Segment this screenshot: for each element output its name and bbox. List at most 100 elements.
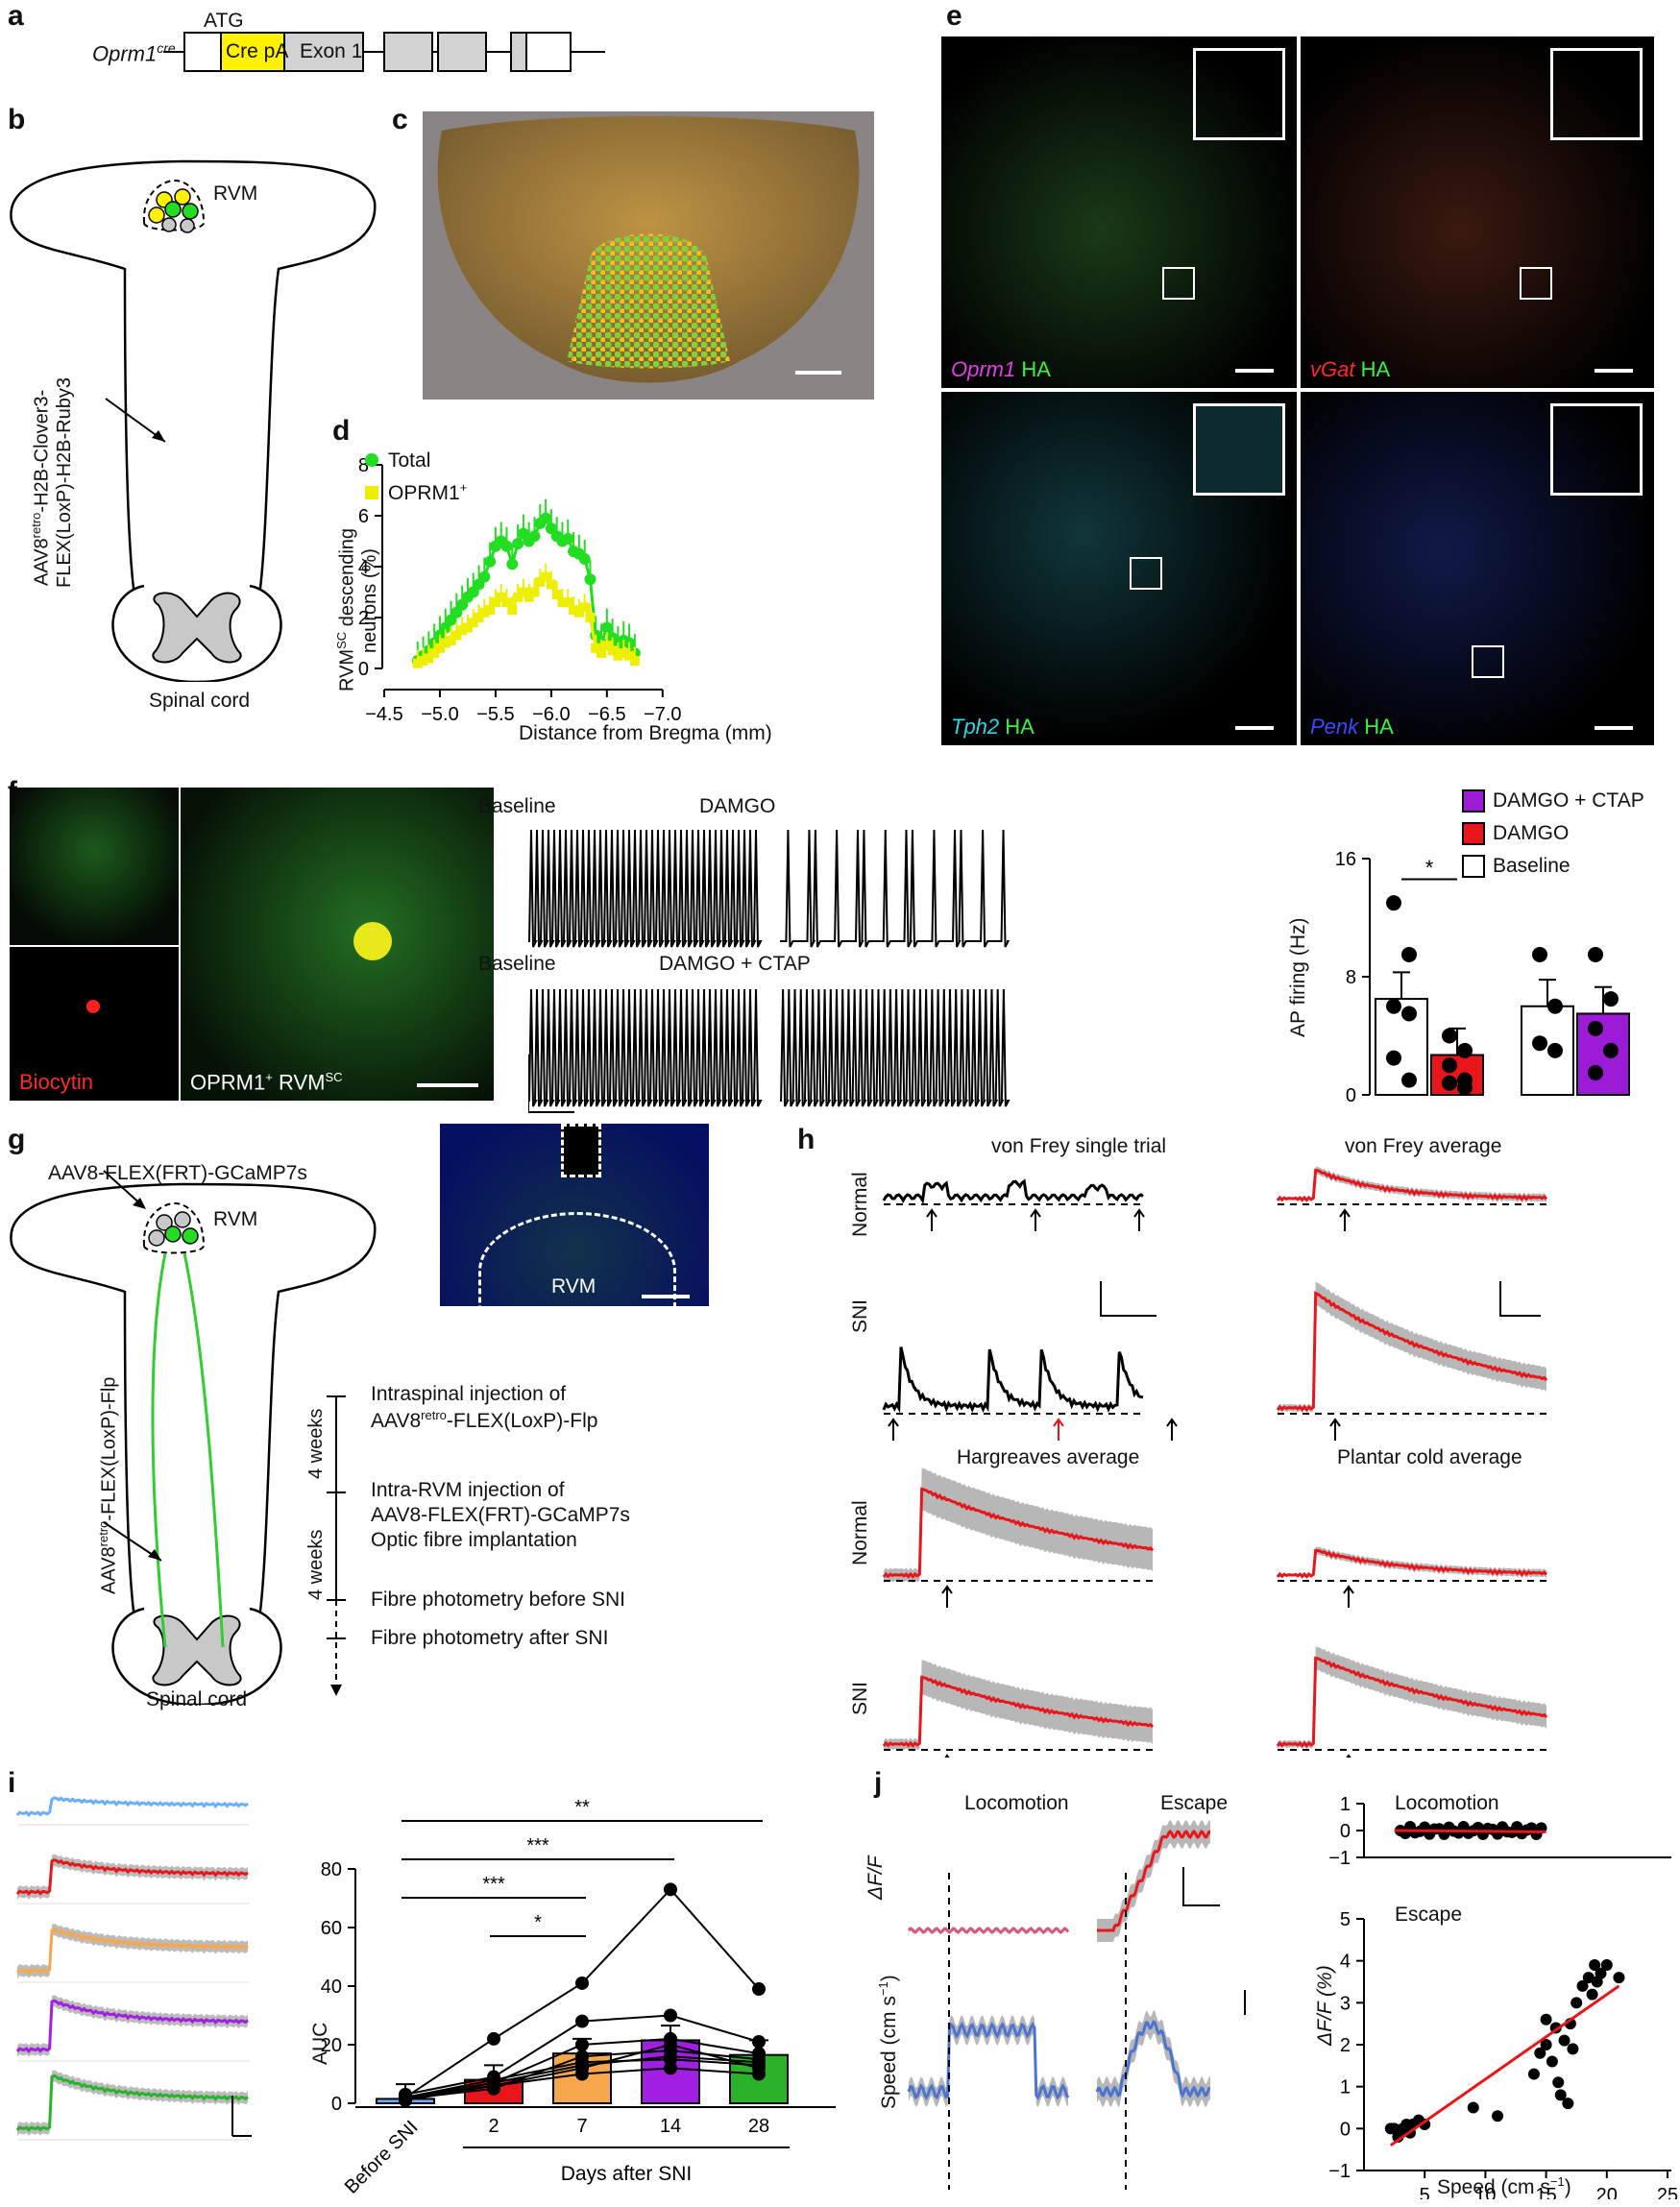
- h-vf-single-normal: [882, 1178, 1144, 1205]
- data-point: [518, 587, 528, 597]
- x-tick-label: 5: [1420, 2185, 1430, 2199]
- inset-vgat: [1550, 48, 1643, 140]
- h-hg-avg-normal: [882, 1487, 1155, 1579]
- trace-baseline-2: [528, 988, 763, 1107]
- j-escape-speed-sem: [1097, 2010, 1210, 2107]
- stimulus-arrow: [1343, 1585, 1354, 1608]
- chart-d-xlabel: Distance from Bregma (mm): [519, 722, 772, 744]
- stimulus-arrow: [1030, 1208, 1041, 1231]
- escape-point: [1558, 2034, 1570, 2047]
- subject-point: [399, 2090, 412, 2104]
- rvm-fibre-image: RVM: [440, 1124, 709, 1306]
- escape-point: [1552, 2076, 1565, 2089]
- y-tick-label: 4: [1340, 1952, 1351, 1973]
- data-point: [478, 570, 491, 583]
- data-point: [468, 618, 478, 628]
- j-escape-speed: [1095, 2020, 1211, 2099]
- escape-point: [1540, 2013, 1552, 2025]
- data-point: [507, 605, 518, 616]
- j-loco-speed: [907, 2021, 1070, 2101]
- data-point: [485, 605, 496, 616]
- scale-bar: [1595, 369, 1633, 373]
- spike-trains: [528, 829, 1010, 1107]
- subject-point: [1532, 946, 1547, 962]
- y-tick-label: 8: [358, 455, 369, 476]
- h-row-sni-2: SNI: [849, 1681, 871, 1715]
- subject-point: [1442, 1057, 1457, 1074]
- escape-point: [1527, 2068, 1540, 2080]
- stimulus-arrow: [926, 1208, 937, 1231]
- micro-label-tph2: Tph2 HA: [951, 715, 1035, 739]
- data-point: [541, 571, 551, 582]
- x-tick-label: 10: [1474, 2185, 1496, 2199]
- data-point: [613, 650, 623, 661]
- i-trace-2: [15, 1928, 249, 1975]
- chart-d-ylabel-line2: neurons (%): [359, 548, 380, 653]
- y-tick-label: 8: [1346, 967, 1356, 988]
- j-loco-title: Locomotion: [964, 1792, 1069, 1814]
- subject-point: [1457, 1042, 1473, 1058]
- subject-point: [664, 1882, 677, 1897]
- h-cold-avg-normal: [1276, 1548, 1548, 1579]
- y-tick-label: 0: [1340, 1821, 1351, 1842]
- h-title-3: Hargreaves average: [957, 1446, 1140, 1468]
- bar: [1375, 998, 1428, 1096]
- y-tick-label: 0: [358, 659, 369, 680]
- merge-label: OPRM1+ RVMSC: [190, 1069, 343, 1094]
- micrograph-oprm1: Oprm1 HA: [941, 36, 1297, 388]
- escape-point: [1534, 2047, 1546, 2059]
- sig-star: ***: [526, 1835, 549, 1856]
- legend-marker: [1462, 789, 1485, 813]
- chart-f-content: 0 8 16 *: [1335, 849, 1630, 1104]
- i-trace-group: [15, 1796, 250, 2141]
- data-point: [474, 613, 484, 622]
- subject-point: [575, 2067, 589, 2081]
- weeks2-label: 4 weeks: [305, 1529, 327, 1600]
- y-tick-label: −1: [1328, 2161, 1351, 2182]
- escape-point: [1570, 1997, 1583, 2009]
- j-trace-group: [907, 1820, 1246, 2190]
- subject-point: [664, 2061, 677, 2075]
- x-tick-label: −7.0: [644, 704, 681, 725]
- sig-star: *: [534, 1912, 542, 1933]
- timeline-axis: [327, 1395, 346, 1696]
- escape-point: [1492, 2110, 1504, 2122]
- j-scatter-title-1: Locomotion: [1395, 1792, 1499, 1814]
- data-point: [446, 635, 456, 645]
- data-point: [619, 648, 629, 659]
- data-point: [573, 607, 584, 618]
- data-point: [501, 597, 512, 608]
- inset-oprm1: [1193, 48, 1285, 140]
- subject-point: [752, 2034, 766, 2049]
- data-point: [500, 540, 513, 552]
- sig-star: *: [1425, 856, 1434, 880]
- stimulus-arrow: [1346, 1754, 1351, 1758]
- bar: [1430, 1054, 1484, 1096]
- panel-label-a: a: [8, 0, 24, 32]
- scale-bar: [417, 1083, 478, 1087]
- biocytin-cell: [86, 1000, 100, 1013]
- x-tick-label: 15: [1535, 2185, 1556, 2199]
- micrograph-f-merge: OPRM1+ RVMSC: [181, 788, 494, 1101]
- y-tick-label: 80: [321, 1859, 342, 1880]
- data-point: [578, 553, 591, 566]
- escape-point: [1384, 2122, 1397, 2135]
- panel-label-g: g: [8, 1124, 26, 1155]
- subject-point: [1442, 1075, 1457, 1091]
- sig-star: **: [574, 1797, 590, 1818]
- legend-oprm1: OPRM1+: [365, 480, 467, 505]
- subject-point: [1547, 1042, 1563, 1058]
- data-point: [429, 648, 440, 659]
- vector-top-label: AAV8-FLEX(FRT)-GCaMP7s: [48, 1162, 307, 1184]
- subject-point: [1532, 1035, 1547, 1052]
- y-tick-label: 0: [1346, 1085, 1356, 1104]
- data-point: [629, 656, 640, 667]
- y-tick-label: 5: [1340, 1909, 1351, 1930]
- subject-point: [1588, 1020, 1603, 1036]
- data-point: [484, 555, 497, 568]
- data-point: [434, 643, 445, 653]
- chart-f-ylabel: AP firing (Hz): [1287, 917, 1309, 1037]
- subject-point: [752, 2067, 766, 2081]
- y-tick-label: 40: [321, 1977, 342, 1998]
- data-point: [584, 573, 597, 586]
